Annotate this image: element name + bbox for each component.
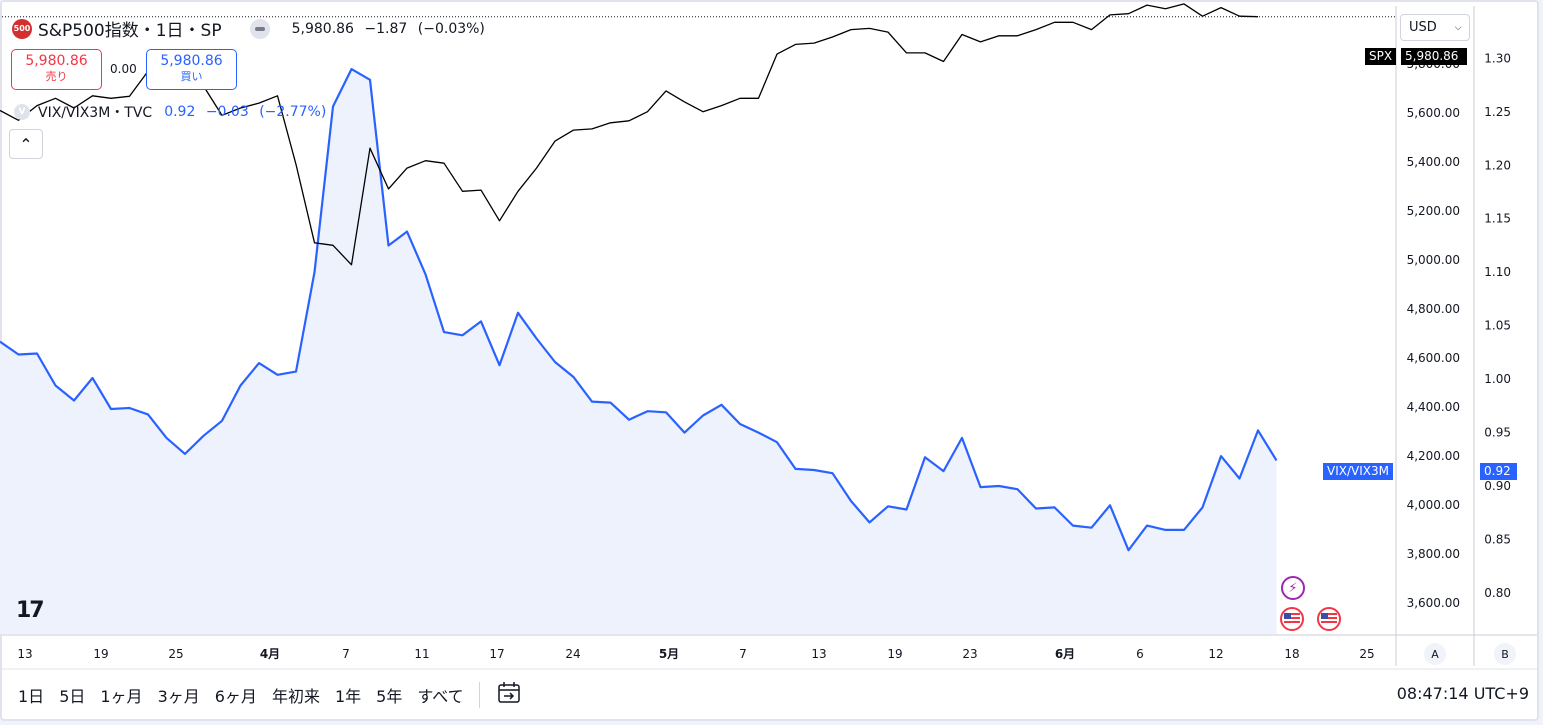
lightning-icon[interactable]: ⚡ bbox=[1281, 576, 1305, 600]
x-axis-tick: 4月 bbox=[260, 647, 280, 661]
vix-series-line bbox=[0, 68, 1278, 552]
indicator-value: 0.92 bbox=[164, 104, 196, 120]
x-axis-tick: 24 bbox=[565, 647, 580, 661]
spx-scale-tick: 5,200.00 bbox=[1407, 204, 1460, 218]
us-flag-icon[interactable] bbox=[1280, 607, 1304, 631]
indicator-values: 0.92 −0.03 (−2.77%) bbox=[164, 104, 332, 120]
x-axis-tick: 13 bbox=[811, 647, 826, 661]
spx-scale-tick: 4,000.00 bbox=[1407, 498, 1460, 512]
x-axis-tick: 23 bbox=[962, 647, 977, 661]
spx-scale-label: SPX bbox=[1365, 48, 1397, 65]
vix-scale-tick: 0.80 bbox=[1484, 586, 1511, 600]
spx-scale-tick: 5,600.00 bbox=[1407, 106, 1460, 120]
buy-price: 5,980.86 bbox=[160, 53, 223, 69]
indicator-change-pct: (−2.77%) bbox=[259, 104, 327, 120]
buy-button[interactable]: 5,980.86 買い bbox=[146, 49, 237, 90]
vix-scale-tick: 1.10 bbox=[1484, 265, 1511, 279]
x-axis-tick: 13 bbox=[17, 647, 32, 661]
range-5y-button[interactable]: 5年 bbox=[376, 686, 403, 706]
range-toolbar: 1日 5日 1ヶ月 3ヶ月 6ヶ月 年初来 1年 5年 すべて bbox=[0, 672, 1539, 717]
spx-scale-tick: 5,400.00 bbox=[1407, 155, 1460, 169]
vix-scale-tick: 1.15 bbox=[1484, 212, 1511, 226]
vix-scale-tick: 1.20 bbox=[1484, 158, 1511, 172]
chevron-down-icon: ⌵ bbox=[1454, 22, 1462, 33]
spx-scale-tick: 4,200.00 bbox=[1407, 449, 1460, 463]
vix-scale-tick: 1.25 bbox=[1484, 105, 1511, 119]
range-1m-button[interactable]: 1ヶ月 bbox=[100, 686, 143, 706]
spx-scale-tick: 4,800.00 bbox=[1407, 302, 1460, 316]
x-axis-tick: 6 bbox=[1136, 647, 1144, 661]
vix-price-tag: 0.92 bbox=[1480, 463, 1517, 480]
x-axis-tick: 25 bbox=[168, 647, 183, 661]
vix-badge-icon: V bbox=[14, 104, 30, 120]
vix-scale-tick: 0.85 bbox=[1484, 533, 1511, 547]
vix-scale-tick: 1.05 bbox=[1484, 319, 1511, 333]
vix-scale-tick: 1.00 bbox=[1484, 372, 1511, 386]
range-1d-button[interactable]: 1日 bbox=[18, 686, 45, 706]
ohlc-values: 5,980.86 −1.87 (−0.03%) bbox=[292, 21, 491, 37]
tradingview-logo-icon[interactable]: 17 bbox=[16, 598, 45, 623]
price-change-pct: (−0.03%) bbox=[417, 20, 485, 37]
price-change: −1.87 bbox=[364, 20, 408, 37]
buy-label: 買い bbox=[180, 70, 203, 83]
x-axis-tick: 19 bbox=[93, 647, 108, 661]
chevron-up-icon: ⌃ bbox=[19, 134, 33, 154]
range-5d-button[interactable]: 5日 bbox=[59, 686, 86, 706]
x-axis-tick: 19 bbox=[887, 647, 902, 661]
spread-value: 0.00 bbox=[110, 62, 137, 76]
collapse-legend-button[interactable]: ⌃ bbox=[9, 129, 43, 159]
goto-date-icon[interactable] bbox=[496, 681, 522, 709]
x-axis-tick: 11 bbox=[414, 647, 429, 661]
indicator-change: −0.03 bbox=[205, 104, 249, 120]
toolbar-separator bbox=[478, 681, 480, 708]
spx-scale-tick: 3,600.00 bbox=[1407, 596, 1460, 610]
scale-b-button[interactable]: B bbox=[1494, 643, 1516, 665]
sp500-badge-icon: 500 bbox=[12, 18, 32, 39]
indicator-title[interactable]: VIX/VIX3M・TVC bbox=[38, 105, 153, 121]
last-price: 5,980.86 bbox=[291, 20, 354, 37]
sell-button[interactable]: 5,980.86 売り bbox=[11, 49, 102, 90]
x-axis-tick: 7 bbox=[342, 647, 350, 661]
symbol-legend[interactable]: 500 S&P500指数・1日・SP 5,980.86 −1.87 (−0.03… bbox=[12, 16, 491, 41]
spx-scale-tick: 4,400.00 bbox=[1407, 400, 1460, 414]
x-axis-tick: 7 bbox=[739, 647, 747, 661]
symbol-title[interactable]: S&P500指数・1日・SP bbox=[38, 21, 222, 41]
vix-scale-label: VIX/VIX3M bbox=[1323, 463, 1393, 480]
range-button-list: 1日 5日 1ヶ月 3ヶ月 6ヶ月 年初来 1年 5年 すべて bbox=[18, 683, 479, 707]
vix-scale-tick: 1.30 bbox=[1484, 51, 1511, 65]
vix-area-fill bbox=[0, 69, 1277, 635]
hide-icon[interactable] bbox=[249, 18, 270, 39]
x-axis-tick: 25 bbox=[1359, 647, 1374, 661]
vix-scale-tick: 0.90 bbox=[1484, 479, 1511, 493]
vix-scale-tick: 0.95 bbox=[1484, 426, 1511, 440]
range-6m-button[interactable]: 6ヶ月 bbox=[214, 686, 257, 706]
range-3m-button[interactable]: 3ヶ月 bbox=[157, 686, 200, 706]
x-axis-tick: 17 bbox=[489, 647, 504, 661]
spx-price-tag: 5,980.86 bbox=[1401, 48, 1467, 65]
x-axis-tick: 12 bbox=[1208, 647, 1223, 661]
indicator-legend[interactable]: V VIX/VIX3M・TVC 0.92 −0.03 (−2.77%) bbox=[14, 102, 332, 122]
spx-scale-tick: 3,800.00 bbox=[1407, 547, 1460, 561]
sell-label: 売り bbox=[45, 70, 68, 83]
x-axis-tick: 6月 bbox=[1055, 647, 1075, 661]
spx-scale-tick: 5,000.00 bbox=[1407, 253, 1460, 267]
range-ytd-button[interactable]: 年初来 bbox=[271, 686, 320, 706]
scale-a-button[interactable]: A bbox=[1424, 643, 1446, 665]
range-all-button[interactable]: すべて bbox=[417, 686, 464, 706]
currency-value: USD bbox=[1409, 20, 1437, 35]
spx-series-line bbox=[0, 3, 1259, 266]
sell-price: 5,980.86 bbox=[25, 53, 88, 69]
x-axis-tick: 18 bbox=[1284, 647, 1299, 661]
spx-scale-tick: 4,600.00 bbox=[1407, 351, 1460, 365]
range-1y-button[interactable]: 1年 bbox=[334, 686, 362, 706]
clock-timezone[interactable]: 08:47:14 UTC+9 bbox=[1396, 684, 1529, 703]
currency-select[interactable]: USD ⌵ bbox=[1400, 14, 1470, 41]
us-flag-icon[interactable] bbox=[1317, 607, 1341, 631]
x-axis-tick: 5月 bbox=[659, 647, 679, 661]
